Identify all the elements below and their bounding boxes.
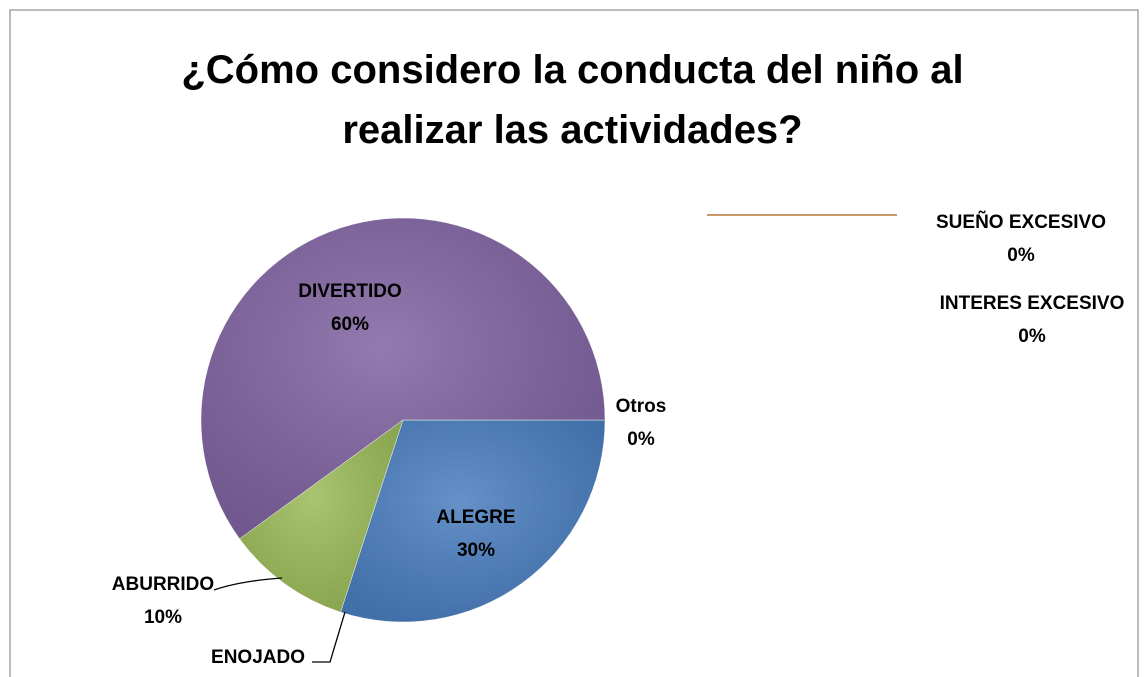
slice-label: ENOJADO xyxy=(211,647,305,668)
slice-label: ABURRIDO xyxy=(112,574,214,595)
slice-value-label: 0% xyxy=(1007,245,1035,266)
slice-label: INTERES EXCESIVO xyxy=(940,293,1125,314)
slice-label: DIVERTIDO xyxy=(298,281,401,302)
slice-label: ALEGRE xyxy=(436,507,515,528)
slice-shade xyxy=(200,217,605,539)
slice-value-label: 60% xyxy=(331,314,369,335)
slice-value-label: 0% xyxy=(1018,326,1046,347)
pie xyxy=(200,217,606,623)
slice-label: Otros xyxy=(616,396,667,417)
slice-label: SUEÑO EXCESIVO xyxy=(936,211,1106,233)
slice-value-label: 0% xyxy=(627,429,655,450)
chart-frame xyxy=(9,9,1139,677)
slice-value-label: 30% xyxy=(457,540,495,561)
chart-title: ¿Cómo considero la conducta del niño al … xyxy=(181,48,964,152)
slice-shade xyxy=(340,420,605,622)
slice-shade xyxy=(239,420,403,613)
leader-line xyxy=(213,577,283,591)
leader-line xyxy=(312,611,346,663)
slice-value-label: 10% xyxy=(144,607,182,628)
